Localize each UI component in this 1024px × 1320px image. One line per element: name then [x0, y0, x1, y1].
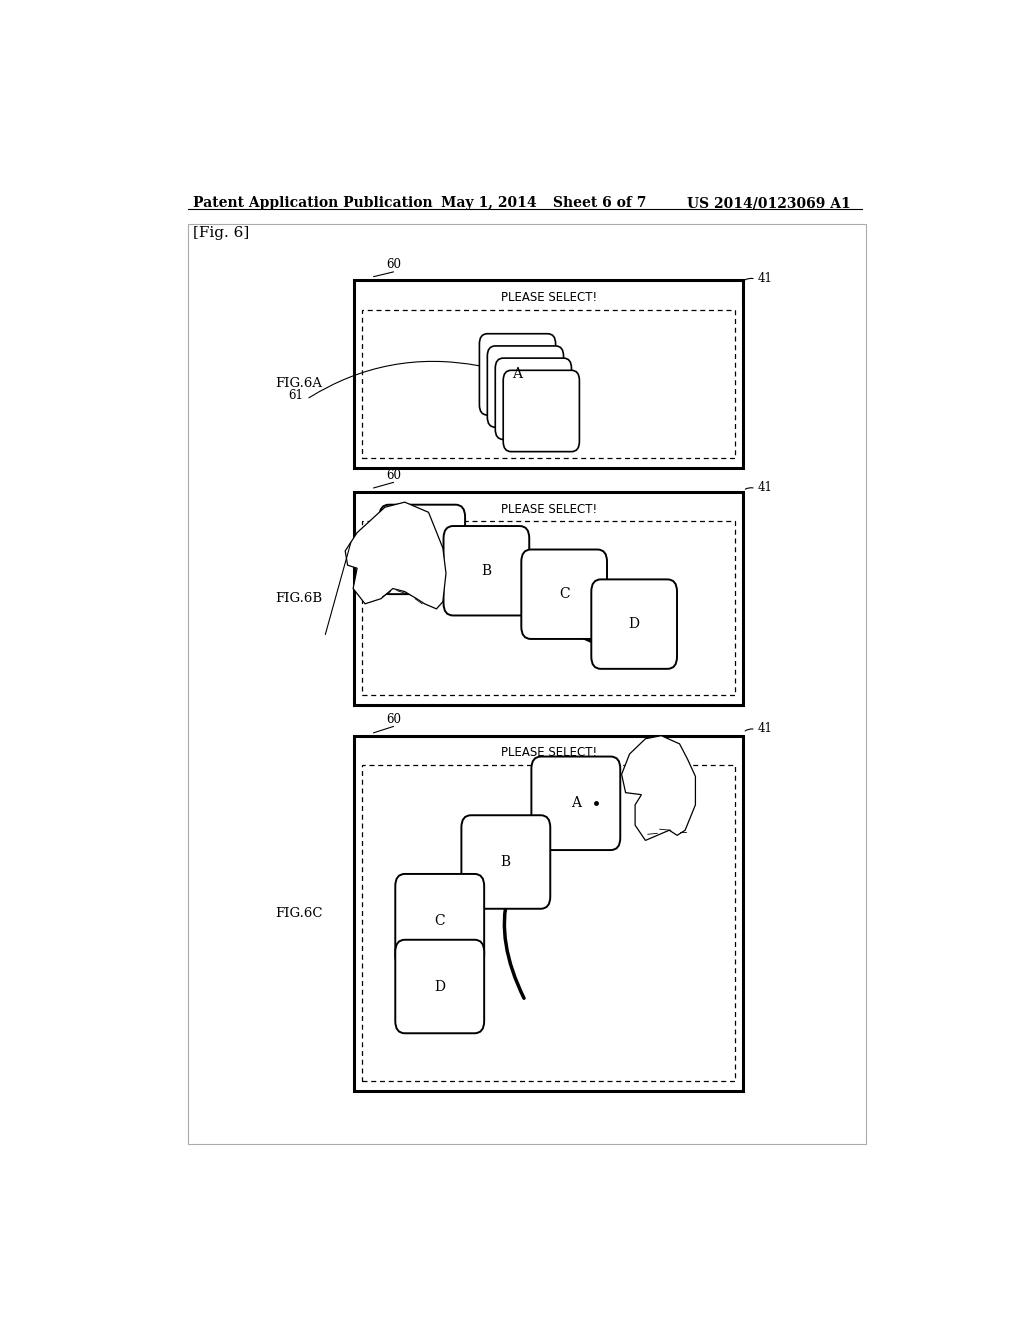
Text: May 1, 2014: May 1, 2014: [441, 195, 538, 210]
Text: US 2014/0123069 A1: US 2014/0123069 A1: [687, 195, 851, 210]
Text: Sheet 6 of 7: Sheet 6 of 7: [553, 195, 646, 210]
FancyBboxPatch shape: [496, 358, 571, 440]
Text: 60: 60: [386, 713, 401, 726]
Text: B: B: [481, 564, 492, 578]
Bar: [362, 521, 735, 696]
Text: PLEASE SELECT!: PLEASE SELECT!: [501, 503, 597, 516]
FancyBboxPatch shape: [395, 940, 484, 1034]
Text: FIG.6A: FIG.6A: [274, 378, 322, 391]
Text: FIG.6B: FIG.6B: [274, 591, 322, 605]
FancyBboxPatch shape: [462, 816, 550, 908]
Text: D: D: [434, 979, 445, 994]
FancyBboxPatch shape: [395, 874, 484, 968]
FancyBboxPatch shape: [379, 504, 465, 594]
Text: Patent Application Publication: Patent Application Publication: [194, 195, 433, 210]
Polygon shape: [345, 502, 446, 609]
FancyBboxPatch shape: [479, 334, 556, 414]
Text: PLEASE SELECT!: PLEASE SELECT!: [501, 747, 597, 759]
Bar: [362, 310, 735, 458]
FancyBboxPatch shape: [503, 371, 580, 451]
FancyBboxPatch shape: [521, 549, 607, 639]
Text: 41: 41: [758, 272, 772, 285]
Text: 60: 60: [386, 469, 401, 482]
Text: A: A: [417, 543, 427, 557]
Bar: [354, 280, 743, 469]
Bar: [187, 224, 866, 1144]
Text: 60: 60: [386, 259, 401, 271]
Text: 41: 41: [758, 722, 772, 735]
Bar: [354, 735, 743, 1092]
Text: D: D: [629, 618, 640, 631]
Text: C: C: [434, 913, 445, 928]
FancyBboxPatch shape: [443, 527, 529, 615]
Text: A: A: [512, 367, 522, 381]
FancyBboxPatch shape: [487, 346, 563, 428]
Text: FIG.6C: FIG.6C: [274, 907, 323, 920]
Text: C: C: [559, 587, 569, 601]
Text: PLEASE SELECT!: PLEASE SELECT!: [501, 292, 597, 304]
Bar: [354, 492, 743, 705]
Polygon shape: [622, 735, 695, 841]
Bar: [362, 766, 735, 1081]
Text: 41: 41: [758, 480, 772, 494]
Text: 61: 61: [289, 389, 303, 403]
FancyBboxPatch shape: [591, 579, 677, 669]
Text: [Fig. 6]: [Fig. 6]: [194, 227, 249, 240]
Text: B: B: [501, 855, 511, 869]
FancyBboxPatch shape: [531, 756, 621, 850]
Text: A: A: [570, 796, 581, 810]
